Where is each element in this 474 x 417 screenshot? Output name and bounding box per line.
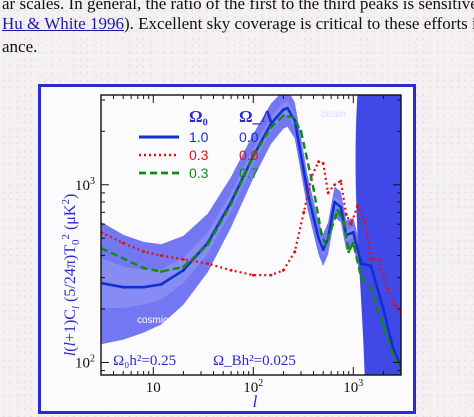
series-2-point: [326, 191, 330, 195]
plot-clip-group: [101, 95, 401, 375]
series-3-point: [320, 232, 323, 236]
beam-annotation: beam: [321, 109, 346, 120]
body-text-line-1-content: ar scales. In general, the ratio of the …: [2, 0, 474, 13]
series-2-point: [121, 241, 125, 245]
body-text-line-2-content: ). Excellent sky coverage is critical to…: [123, 14, 474, 33]
series-2-point: [321, 161, 325, 165]
series-3-point: [347, 250, 351, 254]
series-3-point: [351, 241, 355, 245]
series-3-point: [251, 154, 255, 158]
body-text-line-3-content: ance.: [2, 37, 38, 56]
beam-region: [355, 95, 401, 375]
body-text-line-2: Hu & White 1996). Excellent sky coverage…: [2, 14, 474, 34]
series-3-point: [159, 270, 163, 273]
series-1-point: [317, 236, 321, 240]
series-1-point: [269, 122, 273, 126]
series-2-point: [281, 268, 285, 272]
series-2-point: [386, 287, 389, 291]
series-1-point: [181, 268, 185, 272]
series-3-point: [142, 266, 145, 270]
series-2-point: [269, 273, 273, 277]
citation-link[interactable]: Hu & White 1996: [2, 14, 124, 33]
x-axis-label: l: [253, 392, 258, 411]
y-tick-label: 103: [75, 176, 95, 194]
series-2-point: [159, 254, 163, 257]
series-2-point: [356, 204, 359, 208]
series-2-point: [293, 250, 297, 254]
y-tick-label: 102: [75, 353, 95, 371]
series-3-point: [312, 187, 315, 191]
series-3-point: [324, 243, 328, 247]
legend-header-omegaL: Ω_Λ: [239, 107, 274, 126]
legend-omega0-value: 1.0: [189, 129, 209, 145]
series-1-point: [381, 307, 385, 311]
legend-omegaL-value: 0.0: [239, 147, 259, 163]
series-2-point: [363, 220, 367, 224]
body-text-line-3: ance.: [2, 37, 37, 57]
series-1-point: [339, 205, 343, 209]
series-2-point: [339, 179, 343, 183]
series-3-point: [391, 353, 395, 357]
series-1-point: [333, 200, 336, 204]
series-1-point: [281, 108, 285, 111]
series-2-point: [229, 268, 233, 272]
series-2-point: [302, 210, 306, 214]
series-1-point: [286, 106, 289, 110]
series-2-point: [206, 262, 210, 266]
series-3-point: [329, 228, 333, 231]
series-1-point: [142, 285, 145, 289]
series-3-point: [181, 265, 185, 269]
x-tick-label: 103: [343, 378, 363, 396]
inner-variance-band: [101, 101, 401, 371]
series-3-point: [206, 243, 210, 247]
series-3-point: [121, 257, 125, 260]
series-2-point: [333, 183, 336, 187]
series-3-point: [359, 276, 363, 280]
series-1-point: [351, 230, 355, 234]
power-spectrum-chart: l(l+1)Cl (5/24π)T02 (μK2) l 10 102 1031021…: [60, 94, 402, 411]
series-1-point: [369, 264, 373, 268]
series-2-point: [251, 273, 255, 277]
series-2-point: [142, 250, 145, 254]
legend-header-omega0: Ω₀: [189, 107, 208, 126]
params-annotation: Ω_Bh²=0.025: [213, 353, 296, 369]
legend-omega0-value: 0.3: [189, 165, 209, 181]
series-2-point: [369, 258, 373, 261]
series-3-point: [229, 202, 233, 206]
cosmic-variance-annotation: cosmic variance: [137, 315, 209, 326]
series-1-point: [159, 282, 163, 286]
cosmic-variance-band: [101, 95, 401, 375]
series-2-point: [317, 160, 321, 164]
figure-frame: l(l+1)Cl (5/24π)T02 (μK2) l 10 102 103 102 1…: [38, 84, 416, 414]
legend-omegaL-value: 0.7: [239, 165, 259, 181]
plot-frame: [100, 94, 402, 376]
legend-omegaL-value: 0.0: [239, 129, 259, 145]
y-axis-label: l(l+1)Cl (5/24π)T02 (μK2): [60, 194, 82, 357]
body-text-line-1: ar scales. In general, the ratio of the …: [2, 0, 474, 14]
series-2-point: [181, 258, 185, 261]
series-3-point: [269, 126, 273, 129]
x-tick-label: 10: [146, 380, 161, 396]
params-left-annotation: Ω₀h²=0.25: [113, 353, 176, 369]
series-1-point: [293, 119, 297, 122]
series-3-point: [381, 324, 385, 328]
series-2-point: [349, 222, 353, 226]
series-1-point: [391, 346, 395, 350]
series-3-point: [299, 129, 303, 133]
series-3-point: [342, 220, 345, 224]
series-2-point: [393, 303, 397, 307]
series-1-point: [121, 285, 125, 289]
x-tick-label: 102: [243, 378, 263, 396]
series-3-point: [291, 115, 295, 119]
series-2-point: [344, 213, 348, 216]
series-3-point: [281, 114, 285, 118]
series-3-point: [336, 208, 340, 212]
series-1-point: [359, 262, 363, 266]
legend-omega0-value: 0.3: [189, 147, 209, 163]
series-1-point: [321, 248, 325, 252]
series-3-point: [369, 287, 373, 291]
series-2-point: [377, 258, 381, 261]
plot-area: 10 102 103 102 103 Ω₀ Ω_Λ 1.0 0.0 0.3 0.0 0.3 0.7 bea…: [75, 94, 402, 396]
